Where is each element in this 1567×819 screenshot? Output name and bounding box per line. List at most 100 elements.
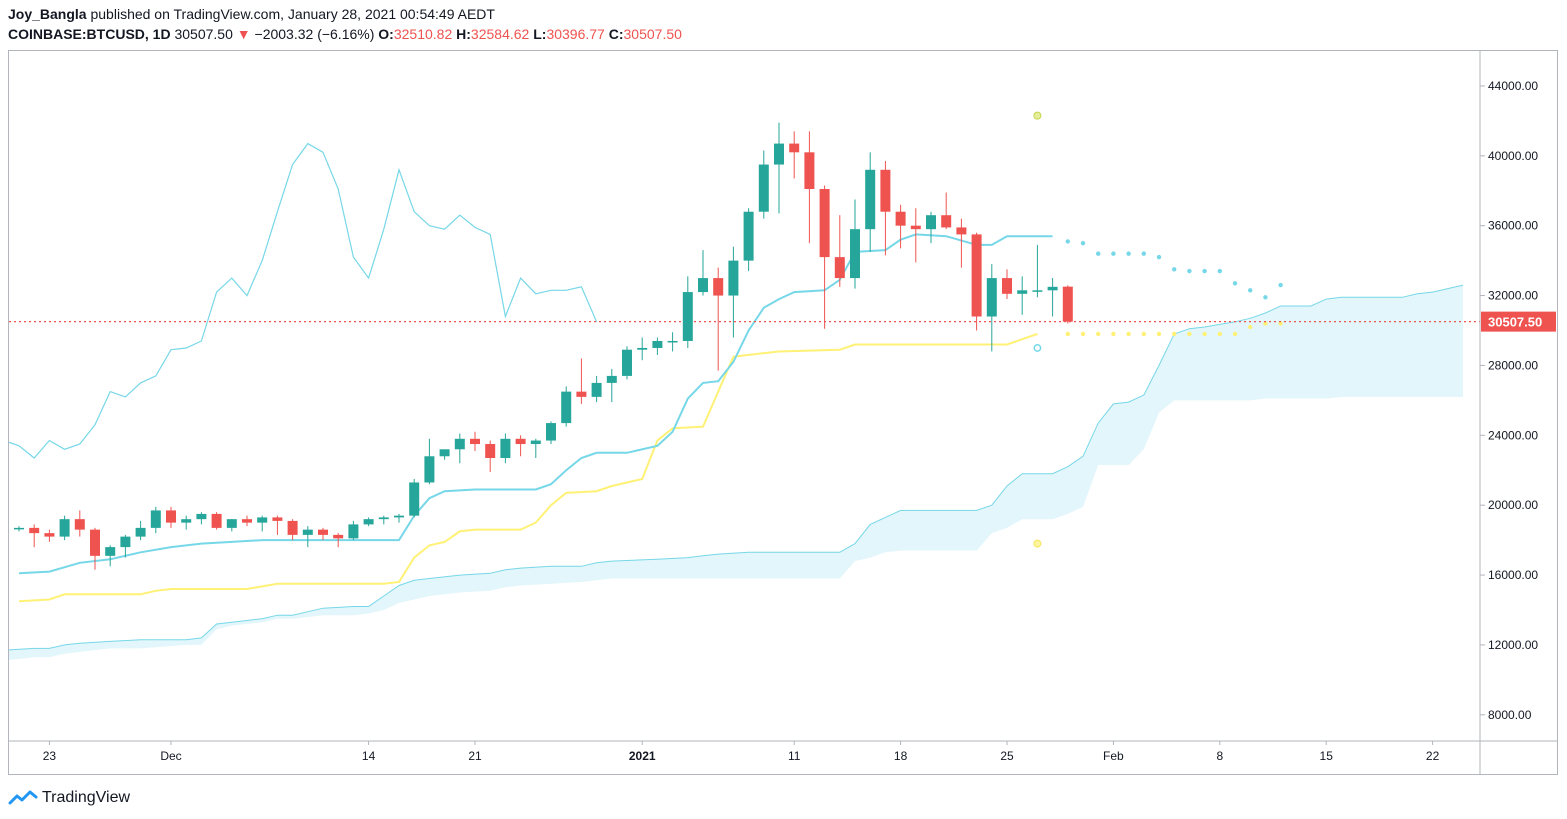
candle-body [318,529,328,535]
y-tick-label: 40000.00 [1488,149,1538,163]
candle [667,332,678,352]
candle-body [333,534,344,539]
close-label: C: [608,26,624,42]
candle [272,515,283,535]
x-tick-label: 2021 [629,749,656,763]
candle [956,218,967,268]
candle [120,534,131,558]
candle [59,515,70,541]
candle-body [348,524,359,539]
candle-body [1047,286,1058,291]
y-tick-label: 24000.00 [1488,428,1538,442]
candle [926,211,936,244]
ichimoku-cloud [9,284,1464,661]
candle [834,215,845,287]
kijun-sen-line [18,333,1038,603]
symbol-name[interactable]: COINBASE:BTCUSD, 1D [8,26,171,42]
candle [652,337,663,355]
candle-body [120,536,131,548]
chart-frame[interactable]: 8000.00 12000.00 16000.00 20000.00 24000.00 2… [8,50,1558,775]
candle-body [90,529,100,556]
price-change: −2003.32 (−6.16%) [254,26,375,42]
candle-body [515,438,526,445]
kijun-forecast-dot [1080,331,1086,337]
kijun-forecast-dot [1278,321,1283,326]
kijun-forecast-dot [1217,331,1223,337]
candle-body [622,349,632,376]
candle-body [591,382,602,397]
candle [485,440,496,472]
kijun-forecast-dot [1248,324,1253,330]
tradingview-brand[interactable]: TradingView [8,787,130,809]
candle [941,192,952,230]
y-tick-label: 20000.00 [1488,498,1538,512]
candle-body [926,215,936,230]
price-chart[interactable]: 8000.00 12000.00 16000.00 20000.00 24000.00 2… [9,51,1557,774]
candle-body [743,211,754,261]
candle-body [257,517,268,523]
candle [44,529,55,542]
tenkan-forecast-dot [1263,295,1268,300]
tenkan-forecast-dot [1065,239,1071,244]
low-label: L: [533,26,547,42]
candle-body [485,444,496,459]
candle-body [302,529,313,535]
kijun-forecast-dot [1096,331,1101,337]
candle [394,513,404,523]
x-tick-label: Dec [160,749,181,763]
x-tick-label: 11 [788,749,801,763]
tenkan-forecast-dot [1096,251,1101,256]
candle [211,512,222,530]
candle [378,515,389,525]
candle-body [1062,286,1073,322]
kijun-forecast-dot [1111,331,1116,337]
candle [135,520,146,541]
author-name[interactable]: Joy_Bangla [8,6,87,22]
candle-body [850,229,860,279]
candle [546,421,556,445]
kijun-forecast-dot [1172,331,1177,337]
candle [895,204,906,249]
candle-body [789,143,800,153]
candle-body [561,391,572,424]
candle-body [956,227,967,235]
x-tick-label: 15 [1320,749,1334,763]
candle [971,232,982,331]
candle [606,368,617,403]
tenkan-forecast-dot [1156,254,1162,260]
candle [591,375,602,403]
candles [14,122,1073,570]
candle-body [363,519,374,525]
x-tick-label: Feb [1103,749,1124,763]
tenkan-forecast-dot [1248,288,1253,293]
candle [333,533,344,548]
kijun-forecast-dot [1156,331,1162,337]
tenkan-forecast-dot [1278,282,1283,288]
candle [530,438,541,459]
candle-body [378,517,389,520]
markers [1033,111,1042,548]
publish-info: Joy_Bangla published on TradingView.com,… [8,6,495,22]
candle [728,246,739,338]
symbol-legend: COINBASE:BTCUSD, 1D 30507.50 ▼ −2003.32 … [8,26,682,42]
candle-body [713,278,724,296]
candle-body [667,340,678,343]
candle [758,150,769,219]
candle [150,506,161,534]
candle-body [59,519,70,537]
candle [454,433,465,464]
tenkan-forecast-dot [1187,268,1192,274]
candle [1047,278,1058,317]
candle [515,435,526,457]
brand-name: TradingView [42,789,131,806]
x-tick-label: 22 [1426,749,1440,763]
kijun-forecast-dot [1263,321,1268,326]
candle-body [819,189,830,258]
candle-body [652,340,663,348]
candle [819,185,830,329]
tenkan-forecast-dot [1141,251,1147,256]
tenkan-forecast-dot [1080,240,1086,246]
candle [74,510,85,537]
candle-body [728,260,739,296]
open-label: O: [378,26,394,42]
